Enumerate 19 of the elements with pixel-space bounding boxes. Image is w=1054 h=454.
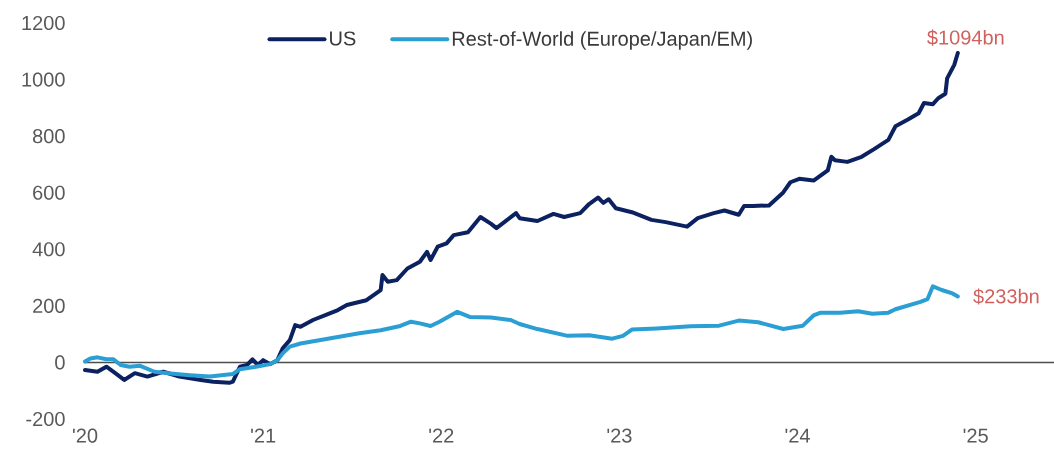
x-tick-label: '21	[251, 428, 276, 443]
legend-label: Rest-of-World (Europe/Japan/EM)	[452, 31, 752, 50]
y-tick-label: 400	[32, 242, 65, 257]
x-tick-label: '25	[963, 428, 988, 443]
y-tick-label: -200	[26, 411, 65, 427]
line-series	[83, 50, 960, 385]
y-tick-label: 600	[33, 185, 65, 200]
y-tick-label: 800	[32, 129, 65, 144]
y-tick-label: 200	[33, 298, 65, 313]
x-tick-label: '24	[785, 428, 810, 443]
annotation: $1094bn	[927, 29, 1004, 46]
annotation: $233bn	[973, 288, 1039, 305]
y-tick-label: 1200	[22, 15, 65, 31]
y-tick-label: 1000	[22, 72, 65, 87]
legend-label: US	[330, 31, 356, 46]
x-tick-label: '22	[429, 428, 454, 443]
x-tick-label: '23	[607, 428, 632, 443]
y-tick-label: 0	[55, 355, 65, 370]
x-tick-label: '20	[72, 428, 98, 443]
